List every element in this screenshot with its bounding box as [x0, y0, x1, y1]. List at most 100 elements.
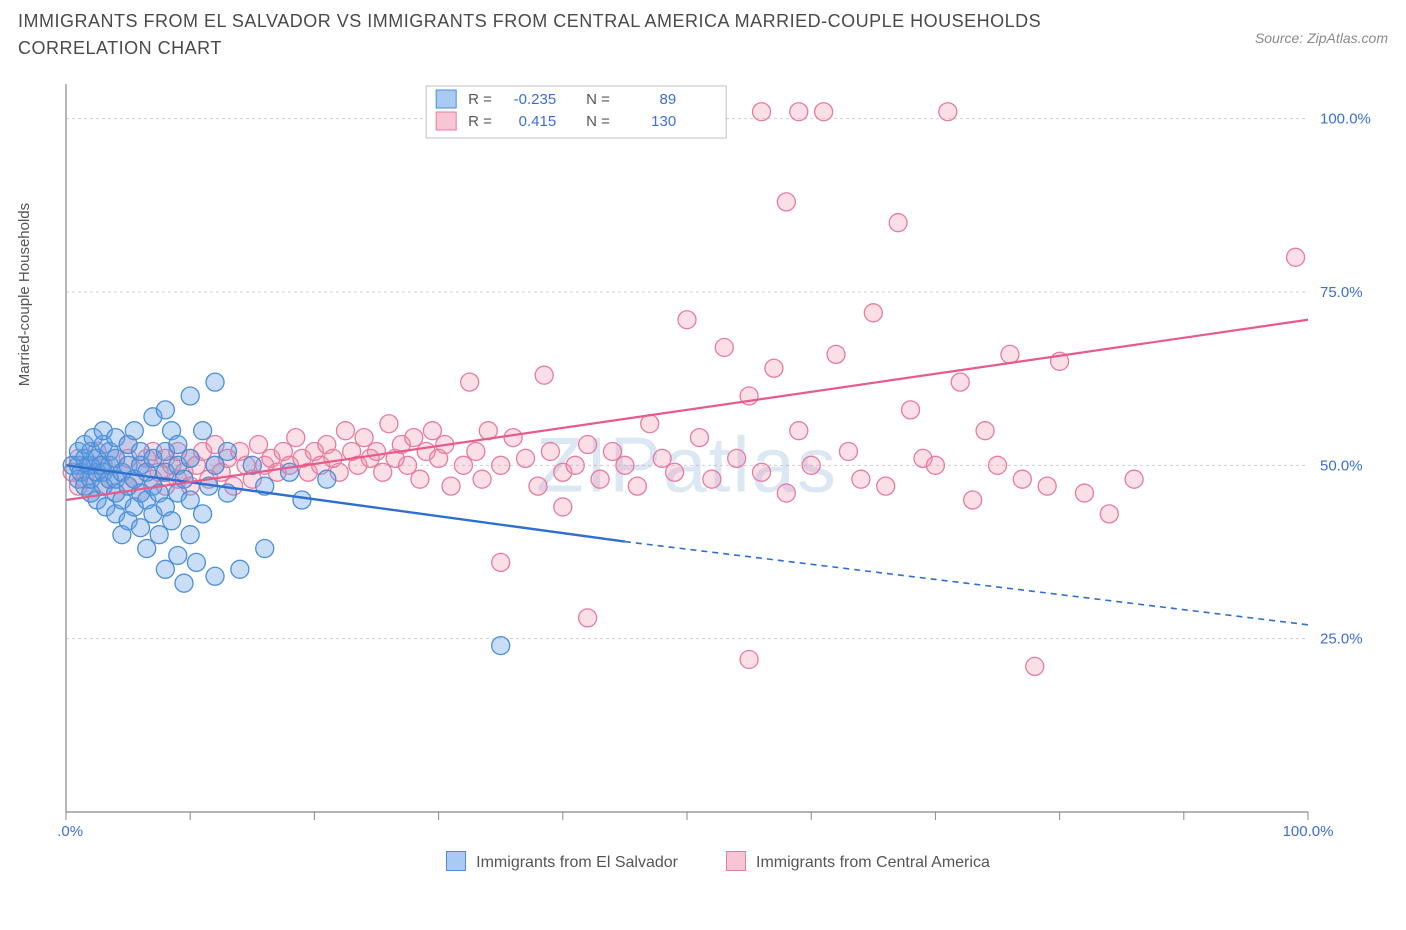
stats-n-value: 89 [659, 91, 676, 108]
point-central-america [454, 456, 472, 474]
point-central-america [926, 456, 944, 474]
point-central-america [579, 436, 597, 454]
point-central-america [939, 103, 957, 121]
point-central-america [641, 415, 659, 433]
stats-r-label: R = [468, 91, 492, 108]
trend-el-salvador-extrap [625, 542, 1308, 625]
point-central-america [355, 429, 373, 447]
point-central-america [765, 359, 783, 377]
point-central-america [423, 422, 441, 440]
point-el-salvador [163, 512, 181, 530]
point-central-america [790, 422, 808, 440]
point-central-america [703, 470, 721, 488]
point-el-salvador [175, 574, 193, 592]
point-central-america [728, 449, 746, 467]
point-central-america [287, 429, 305, 447]
point-el-salvador [293, 491, 311, 509]
y-tick-label: 75.0% [1320, 284, 1363, 301]
point-central-america [504, 429, 522, 447]
point-central-america [902, 401, 920, 419]
point-central-america [579, 609, 597, 627]
point-el-salvador [175, 470, 193, 488]
point-central-america [864, 304, 882, 322]
point-central-america [951, 373, 969, 391]
point-el-salvador [181, 526, 199, 544]
point-central-america [442, 477, 460, 495]
point-central-america [889, 214, 907, 232]
point-central-america [517, 449, 535, 467]
point-central-america [399, 456, 417, 474]
point-central-america [777, 193, 795, 211]
point-central-america [616, 456, 634, 474]
point-central-america [411, 470, 429, 488]
point-central-america [535, 366, 553, 384]
point-central-america [802, 456, 820, 474]
point-el-salvador [206, 373, 224, 391]
point-central-america [492, 553, 510, 571]
point-central-america [877, 477, 895, 495]
point-central-america [839, 442, 857, 460]
source-label: Source: ZipAtlas.com [1255, 30, 1388, 46]
point-el-salvador [150, 526, 168, 544]
plot-area: Married-couple Households 25.0%50.0%75.0… [48, 78, 1388, 878]
stats-n-value: 130 [651, 113, 676, 130]
stats-swatch [436, 90, 456, 108]
stats-r-value: 0.415 [519, 113, 557, 130]
point-central-america [591, 470, 609, 488]
point-central-america [554, 498, 572, 516]
point-central-america [250, 436, 268, 454]
chart-title: IMMIGRANTS FROM EL SALVADOR VS IMMIGRANT… [18, 8, 1118, 62]
point-central-america [852, 470, 870, 488]
point-el-salvador [132, 519, 150, 537]
point-central-america [473, 470, 491, 488]
point-el-salvador [181, 387, 199, 405]
point-central-america [1100, 505, 1118, 523]
point-el-salvador [169, 436, 187, 454]
legend-item: Immigrants from El Salvador [446, 851, 678, 872]
scatter-chart: 25.0%50.0%75.0%100.0%ZIPatlas0.0%100.0%R… [58, 78, 1378, 848]
point-el-salvador [125, 422, 143, 440]
point-central-america [566, 456, 584, 474]
point-el-salvador [187, 553, 205, 571]
point-central-america [666, 463, 684, 481]
point-central-america [405, 429, 423, 447]
y-axis-label: Married-couple Households [16, 203, 33, 386]
point-central-america [380, 415, 398, 433]
point-central-america [753, 463, 771, 481]
bottom-legend: Immigrants from El Salvador Immigrants fr… [48, 851, 1388, 872]
point-el-salvador [492, 637, 510, 655]
point-central-america [690, 429, 708, 447]
point-el-salvador [181, 449, 199, 467]
point-central-america [976, 422, 994, 440]
point-central-america [461, 373, 479, 391]
point-central-america [603, 442, 621, 460]
point-el-salvador [169, 546, 187, 564]
point-central-america [492, 456, 510, 474]
point-central-america [1026, 657, 1044, 675]
point-central-america [374, 463, 392, 481]
point-central-america [628, 477, 646, 495]
legend-item: Immigrants from Central America [726, 851, 990, 872]
point-central-america [1287, 248, 1305, 266]
point-central-america [815, 103, 833, 121]
point-el-salvador [138, 540, 156, 558]
stats-n-label: N = [586, 91, 610, 108]
point-el-salvador [218, 442, 236, 460]
point-central-america [678, 311, 696, 329]
legend-swatch [446, 851, 466, 871]
point-central-america [989, 456, 1007, 474]
x-tick-label: 100.0% [1283, 823, 1334, 840]
point-central-america [467, 442, 485, 460]
stats-n-label: N = [586, 113, 610, 130]
y-tick-label: 25.0% [1320, 631, 1363, 648]
point-central-america [368, 442, 386, 460]
point-central-america [1001, 345, 1019, 363]
point-central-america [529, 477, 547, 495]
point-central-america [541, 442, 559, 460]
point-el-salvador [156, 401, 174, 419]
point-central-america [827, 345, 845, 363]
point-el-salvador [206, 567, 224, 585]
point-central-america [777, 484, 795, 502]
point-central-america [1038, 477, 1056, 495]
stats-swatch [436, 112, 456, 130]
